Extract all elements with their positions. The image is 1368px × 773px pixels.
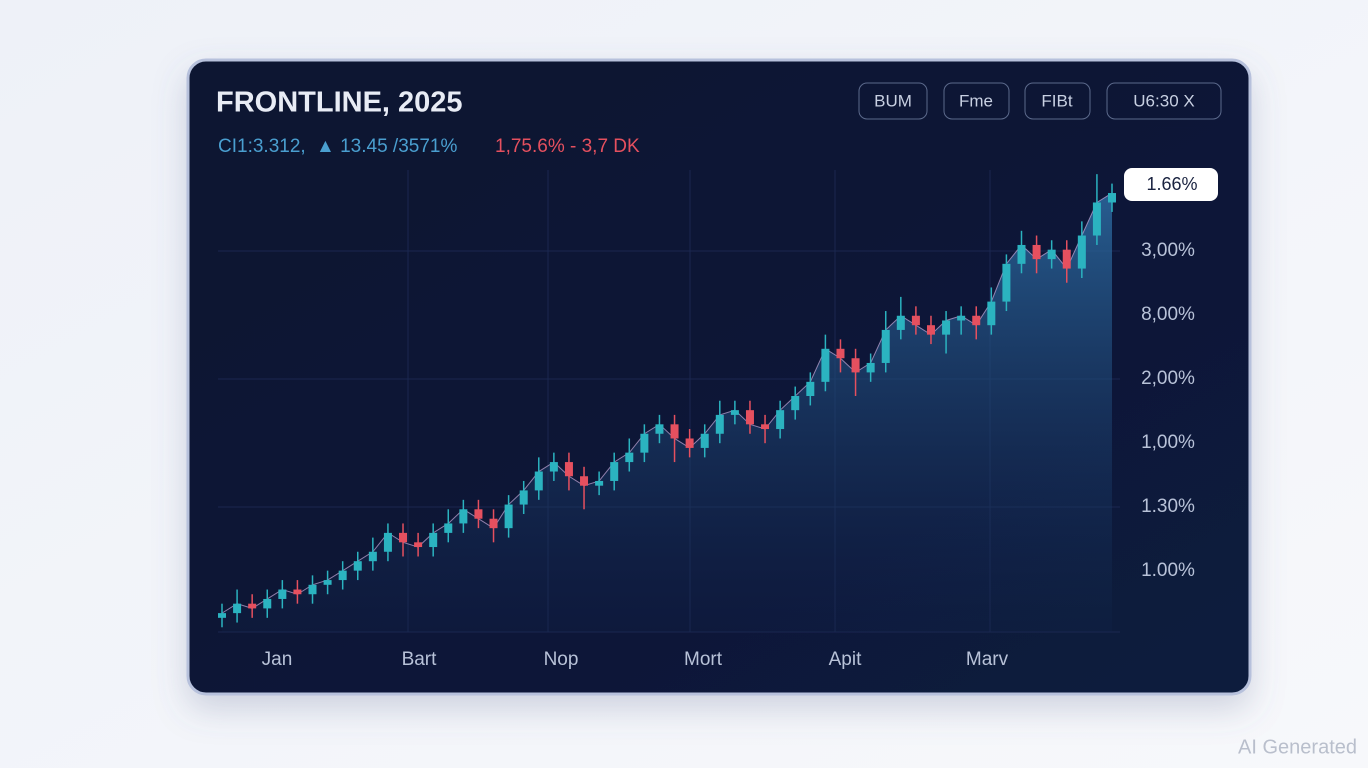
candle-body — [444, 523, 453, 533]
candle-body — [745, 410, 754, 425]
area — [222, 193, 1112, 633]
button[interactable] — [943, 82, 1010, 120]
x-axis-label: Mort — [684, 649, 723, 670]
button-label[interactable]: U6:30 X — [1133, 91, 1194, 110]
button-label[interactable]: Fme — [959, 91, 993, 110]
candle-body — [776, 410, 785, 430]
candle-body — [911, 315, 920, 326]
candle-body — [459, 509, 468, 524]
candle-body — [504, 504, 513, 529]
button[interactable] — [1106, 82, 1222, 120]
candle-body — [610, 462, 619, 481]
x-axis-label: Jan — [262, 649, 293, 670]
candle-body — [278, 589, 287, 599]
candle-body — [625, 452, 634, 463]
title: FRONTLINE, 2025 — [216, 87, 463, 119]
candle-body — [655, 424, 664, 434]
candle-body — [926, 325, 935, 335]
candle-body — [1062, 249, 1071, 269]
candle-body — [1017, 244, 1026, 264]
candle-body — [429, 532, 438, 548]
candle-body — [489, 518, 498, 529]
candle-body — [972, 315, 981, 326]
candle-body — [700, 433, 709, 448]
candle-body — [519, 490, 528, 505]
candle-body — [836, 348, 845, 359]
stat: ▲ 13.45 /3571% — [316, 136, 457, 157]
candle-body — [806, 381, 815, 396]
candle-body — [821, 348, 830, 382]
candle-body — [896, 315, 905, 330]
button[interactable] — [858, 82, 928, 120]
candle-body — [715, 414, 724, 434]
candle-body — [761, 424, 770, 430]
candle-body — [233, 603, 242, 614]
candle-body — [942, 320, 951, 335]
candle-body — [399, 532, 408, 543]
watermark: AI Generated — [1238, 736, 1357, 758]
candle-body — [474, 509, 483, 519]
candle-body — [564, 462, 573, 477]
y-axis-label: 3,00% — [1141, 240, 1195, 261]
candle-body — [866, 362, 875, 373]
candle-body — [308, 584, 317, 595]
candle-body — [851, 358, 860, 373]
candle-body — [791, 396, 800, 411]
x-axis-label: Bart — [402, 649, 438, 670]
x-axis-label: Apit — [829, 649, 862, 670]
y-axis-label: 1.30% — [1141, 496, 1195, 517]
candle-body — [368, 551, 377, 562]
candle-body — [353, 561, 362, 571]
candle-body — [414, 542, 423, 548]
candle-body — [640, 433, 649, 453]
plot — [218, 174, 1116, 633]
y-axis-label: 1,00% — [1141, 432, 1195, 453]
candle-body — [293, 589, 302, 595]
candle-body — [595, 480, 604, 486]
candle-body — [881, 329, 890, 363]
candle-body — [1077, 235, 1086, 269]
candle-body — [534, 471, 543, 491]
stat: CI1:3.312, — [218, 136, 306, 157]
candle-body — [957, 315, 966, 321]
x-axis-label: Nop — [544, 649, 579, 670]
price-tag — [1124, 168, 1218, 201]
candle-body — [1002, 263, 1011, 302]
candle-body — [248, 603, 257, 609]
candle-body — [383, 532, 392, 552]
candle-body — [323, 580, 332, 585]
price-tag-label: 1.66% — [1146, 174, 1197, 194]
y-axis-label: 2,00% — [1141, 368, 1195, 389]
candle-body — [1092, 202, 1101, 236]
y-axis-label: 8,00% — [1141, 304, 1195, 325]
candle-body — [338, 570, 347, 581]
candle-body — [670, 424, 679, 439]
candle-body — [263, 598, 272, 609]
candle-body — [987, 301, 996, 326]
candle-body — [1047, 249, 1056, 260]
candle-body — [549, 462, 558, 472]
x-axis-label: Marv — [966, 649, 1009, 670]
y-axis-label: 1.00% — [1141, 560, 1195, 581]
button-label[interactable]: BUM — [874, 91, 912, 110]
candle-body — [730, 410, 739, 415]
candle-body — [685, 438, 694, 448]
candle-body — [1108, 193, 1116, 203]
toolbar: BUM Fme FIBt U6:30 X — [858, 82, 1222, 120]
candle-body — [1032, 244, 1041, 260]
button-label[interactable]: FIBt — [1041, 91, 1072, 110]
button[interactable] — [1024, 82, 1091, 120]
stat: 1,75.6% - 3,7 DK — [495, 136, 640, 157]
candle-body — [218, 613, 226, 618]
candle-body — [580, 476, 589, 486]
